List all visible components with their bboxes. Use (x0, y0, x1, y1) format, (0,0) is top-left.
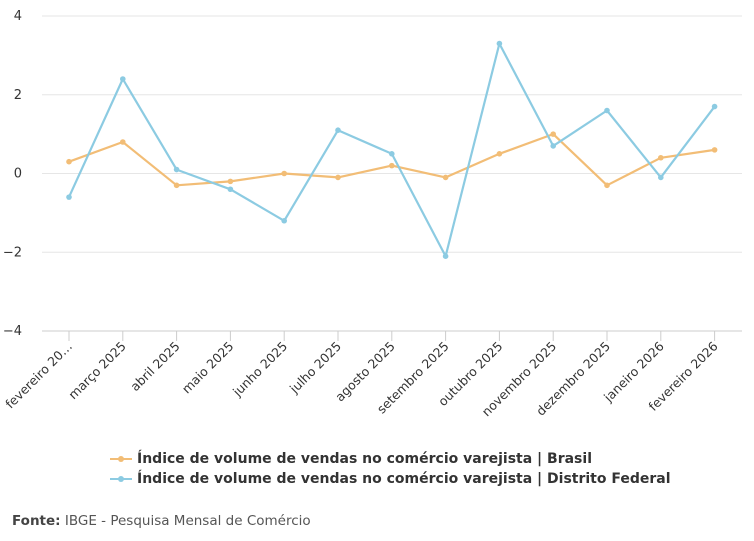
data-point (281, 170, 288, 177)
x-tick-label: maio 2025 (179, 339, 237, 397)
data-point (120, 76, 126, 82)
data-point (335, 127, 341, 133)
data-point (604, 182, 610, 189)
series-line-0 (67, 133, 716, 187)
series-group (66, 40, 718, 259)
data-point (173, 182, 180, 189)
data-point (66, 194, 72, 200)
data-point (281, 217, 288, 224)
legend-label-distrito-federal: Índice de volume de vendas no comércio v… (137, 471, 671, 487)
data-point (711, 103, 718, 110)
gridlines (42, 15, 742, 253)
data-point (227, 178, 234, 185)
y-tick-label: 2 (14, 88, 22, 103)
data-point (227, 186, 234, 193)
data-point (711, 147, 718, 153)
series-line-1 (67, 42, 716, 258)
y-axis: 4 2 0 −2 −4 (3, 9, 22, 339)
x-tick-label: fevereiro 20… (2, 339, 75, 412)
data-point (550, 143, 556, 149)
legend-label-brasil: Índice de volume de vendas no comércio v… (137, 451, 592, 467)
data-point (389, 151, 395, 157)
data-point (442, 253, 449, 259)
data-point (173, 166, 180, 173)
data-point (496, 151, 503, 157)
data-point (120, 139, 126, 145)
data-point (335, 174, 341, 181)
data-point (389, 162, 395, 169)
legend-swatch-distrito-federal (110, 474, 132, 484)
legend-item-brasil[interactable]: Índice de volume de vendas no comércio v… (110, 449, 671, 469)
y-tick-label: −4 (3, 324, 22, 339)
data-point (442, 174, 449, 181)
y-tick-label: 0 (14, 167, 22, 182)
y-tick-label: 4 (14, 9, 22, 24)
data-point (550, 131, 556, 137)
x-tick-label: junho 2025 (229, 339, 290, 400)
source-note: Fonte: IBGE - Pesquisa Mensal de Comérci… (12, 513, 311, 529)
x-tick-label: março 2025 (65, 339, 129, 403)
y-tick-label: −2 (3, 245, 22, 260)
legend-item-distrito-federal[interactable]: Índice de volume de vendas no comércio v… (110, 469, 671, 489)
source-text: IBGE - Pesquisa Mensal de Comércio (64, 513, 311, 529)
data-point (658, 154, 664, 161)
data-point (66, 158, 72, 165)
data-point (604, 107, 610, 114)
x-tick-label: abril 2025 (127, 339, 182, 394)
data-point (658, 174, 664, 181)
x-tick-label: julho 2025 (286, 339, 344, 397)
legend: Índice de volume de vendas no comércio v… (110, 449, 671, 489)
data-point (496, 40, 503, 47)
legend-swatch-brasil (110, 454, 132, 464)
source-label: Fonte: (12, 513, 61, 529)
